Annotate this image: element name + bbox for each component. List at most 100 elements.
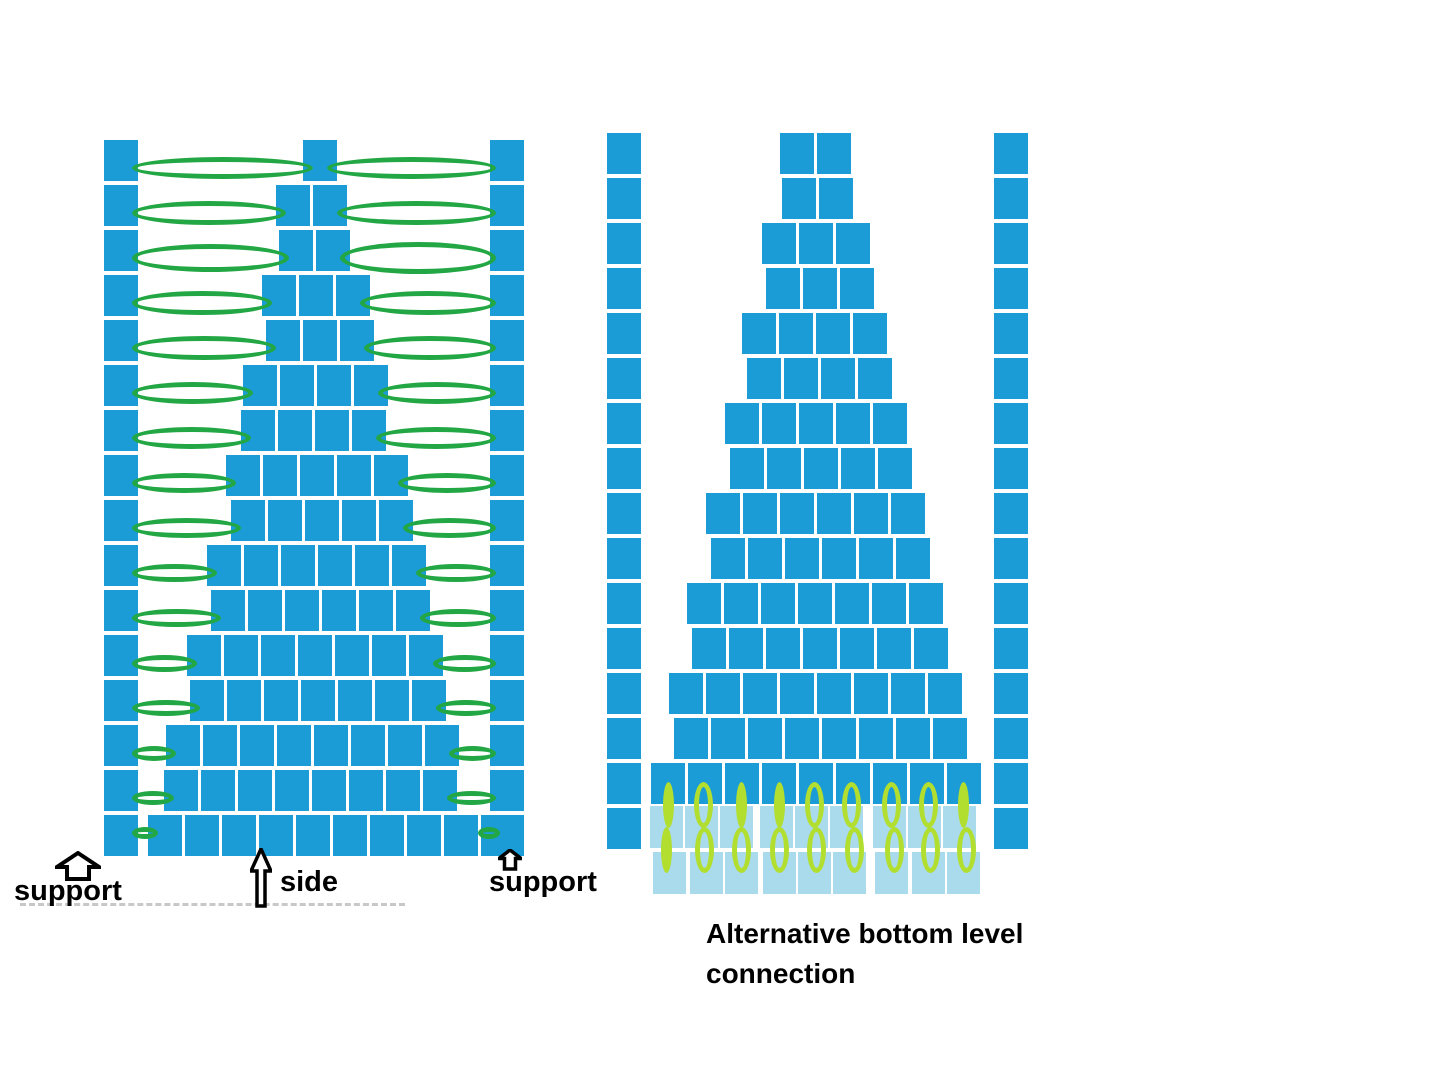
pyramid-block: [244, 545, 278, 586]
bottom-connection-ellipse: [660, 827, 672, 873]
faint-dashed-line: [20, 903, 405, 906]
support-block: [994, 718, 1028, 759]
support-left-label: support: [14, 875, 122, 907]
bottom-connection-ellipse: [841, 782, 861, 828]
pyramid-block: [281, 545, 315, 586]
pyramid-block: [349, 770, 383, 811]
pyramid-block: [742, 313, 776, 354]
bottom-connection-ellipse: [884, 827, 904, 873]
support-block: [994, 673, 1028, 714]
support-block: [490, 455, 524, 496]
support-block: [490, 590, 524, 631]
support-block: [490, 635, 524, 676]
support-block: [607, 538, 641, 579]
connection-ellipse: [420, 609, 496, 627]
support-block: [104, 725, 138, 766]
pyramid-block: [222, 815, 256, 856]
pyramid-block: [285, 590, 319, 631]
pyramid-block: [370, 815, 404, 856]
pyramid-block: [337, 680, 372, 721]
pyramid-block: [854, 493, 888, 534]
pyramid-block: [784, 358, 818, 399]
support-block: [490, 770, 524, 811]
connection-ellipse: [132, 827, 158, 839]
pyramid-block: [760, 583, 795, 624]
pyramid-block: [761, 223, 796, 264]
pyramid-block: [803, 448, 838, 489]
pyramid-block: [859, 718, 893, 759]
pyramid-block: [275, 770, 309, 811]
support-block: [994, 493, 1028, 534]
pyramid-block: [265, 320, 300, 361]
support-block: [104, 680, 138, 721]
support-block: [104, 635, 138, 676]
pyramid-block: [388, 725, 422, 766]
support-block: [490, 140, 524, 181]
pyramid-block: [780, 673, 814, 714]
connection-ellipse: [132, 609, 221, 627]
bottom-connection-ellipse: [918, 782, 938, 828]
support-block: [994, 538, 1028, 579]
connection-ellipse: [132, 382, 253, 404]
pyramid-block: [408, 635, 443, 676]
pyramid-block: [263, 680, 298, 721]
pyramid-block: [765, 268, 800, 309]
side-arrow-icon: [250, 848, 272, 908]
support-block: [104, 410, 138, 451]
support-block: [607, 493, 641, 534]
support-block: [607, 448, 641, 489]
pyramid-block: [351, 725, 385, 766]
pyramid-block: [748, 718, 782, 759]
pyramid-block: [302, 140, 337, 181]
pyramid-block: [908, 583, 943, 624]
support-block: [104, 320, 138, 361]
pyramid-block: [336, 455, 371, 496]
pyramid-block: [315, 410, 349, 451]
pyramid-block: [706, 673, 740, 714]
connection-ellipse: [132, 157, 313, 179]
pyramid-block: [203, 725, 237, 766]
pyramid-block: [189, 680, 224, 721]
pyramid-block: [834, 583, 869, 624]
pyramid-block: [933, 718, 967, 759]
connection-ellipse: [326, 157, 496, 179]
pyramid-block: [729, 448, 764, 489]
pyramid-block: [896, 718, 930, 759]
pyramid-block: [779, 313, 813, 354]
support-block: [490, 500, 524, 541]
pyramid-block: [333, 815, 367, 856]
support-block: [994, 403, 1028, 444]
pyramid-block: [267, 500, 302, 541]
connection-ellipse: [478, 827, 500, 839]
pyramid-block: [913, 628, 948, 669]
pyramid-block: [352, 410, 386, 451]
pyramid-block: [279, 230, 313, 271]
pyramid-block: [230, 500, 265, 541]
pyramid-block: [297, 635, 332, 676]
bottom-connection-ellipse: [731, 827, 751, 873]
connection-ellipse: [132, 427, 251, 449]
support-block: [607, 673, 641, 714]
pyramid-block: [300, 680, 335, 721]
support-block: [994, 313, 1028, 354]
pyramid-block: [423, 770, 457, 811]
pyramid-block: [241, 410, 275, 451]
pyramid-block: [839, 268, 874, 309]
bottom-connection-ellipse: [773, 782, 785, 828]
pyramid-block: [840, 448, 875, 489]
bottom-connection-ellipse: [662, 782, 674, 828]
support-block: [104, 545, 138, 586]
pyramid-block: [260, 635, 295, 676]
pyramid-block: [876, 628, 911, 669]
pyramid-block: [817, 493, 851, 534]
pyramid-block: [724, 403, 759, 444]
support-block: [607, 583, 641, 624]
pyramid-block: [711, 718, 745, 759]
bottom-connection-ellipse: [881, 782, 901, 828]
connection-ellipse: [447, 791, 496, 805]
support-right-label: support: [489, 866, 597, 898]
support-block: [607, 763, 641, 804]
pyramid-block: [891, 673, 925, 714]
pyramid-block: [765, 628, 800, 669]
pyramid-block: [396, 590, 430, 631]
